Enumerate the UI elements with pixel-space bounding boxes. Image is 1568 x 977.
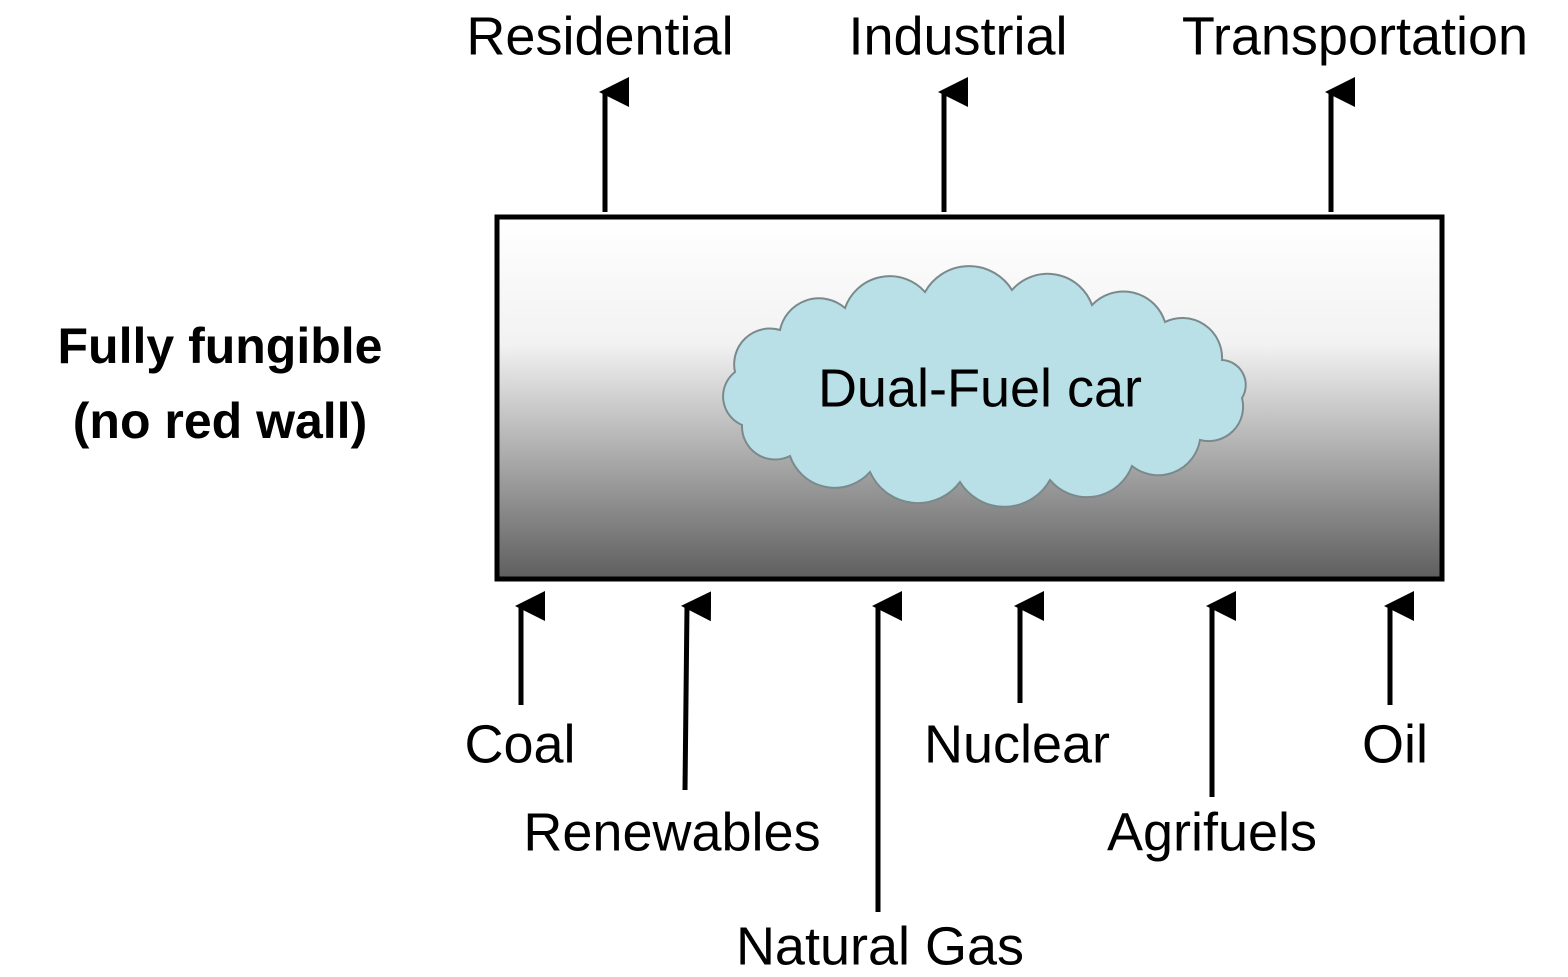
input-label: Oil [1362, 714, 1428, 774]
side-label: (no red wall) [73, 393, 367, 449]
input-label: Natural Gas [736, 916, 1024, 976]
input-label: Agrifuels [1107, 802, 1317, 862]
output-label: Residential [466, 6, 733, 66]
input-label: Nuclear [924, 714, 1110, 774]
cloud [722, 265, 1247, 508]
output-label: Industrial [848, 6, 1067, 66]
input-label: Coal [464, 714, 575, 774]
output-label: Transportation [1182, 6, 1528, 66]
input-label: Renewables [523, 802, 820, 862]
arrow [681, 591, 712, 791]
center-label: Dual-Fuel car [818, 358, 1142, 418]
side-label: Fully fungible [58, 318, 383, 374]
